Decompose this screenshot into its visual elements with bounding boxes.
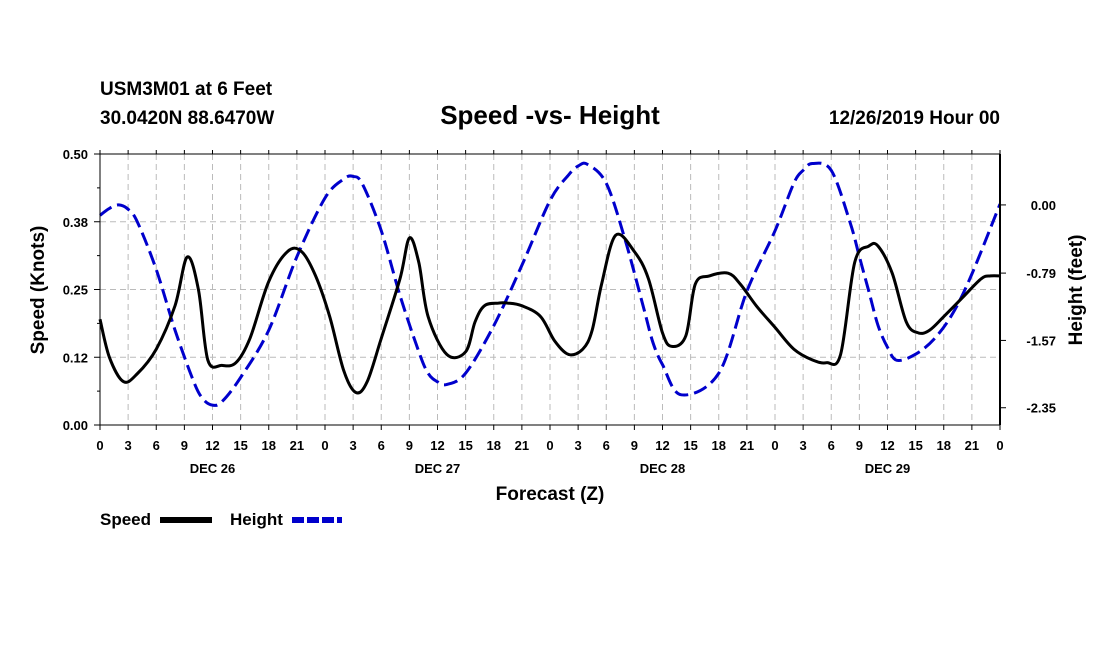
- y-axis-left: 0.00 0.12 0.25 0.38 0.50: [63, 147, 100, 433]
- y-tick-label: 0.00: [63, 418, 88, 433]
- x-tick-label: 18: [487, 438, 501, 453]
- legend-height-label: Height: [230, 510, 283, 529]
- x-tick-label: 0: [996, 438, 1003, 453]
- height-series-line: [99, 161, 1002, 407]
- x-tick-label: 21: [740, 438, 754, 453]
- y2-tick-label: 0.00: [1031, 198, 1056, 213]
- y2-axis-title: Height (feet): [1066, 235, 1087, 346]
- x-tick-label: 3: [350, 438, 357, 453]
- y2-tick-label: -0.79: [1026, 266, 1056, 281]
- x-tick-label: 3: [125, 438, 132, 453]
- x-tick-label: 15: [683, 438, 697, 453]
- x-tick-label: 18: [262, 438, 276, 453]
- x-tick-label: 15: [908, 438, 922, 453]
- x-tick-label: 15: [458, 438, 472, 453]
- x-tick-label: 0: [96, 438, 103, 453]
- x-tick-label: 9: [406, 438, 413, 453]
- x-tick-label: 18: [937, 438, 951, 453]
- x-axis: 0 3 6 9 12 15 18 21 0 3 6 9 12 15 18 21 0 3 6 9 12 15 18 21 0 3 6 9…: [96, 150, 1004, 476]
- x-tick-label: 21: [290, 438, 304, 453]
- coordinates-label: 30.0420N 88.6470W: [100, 108, 274, 129]
- legend-speed-label: Speed: [100, 510, 151, 529]
- day-label: DEC 29: [865, 461, 911, 476]
- x-tick-label: 6: [603, 438, 610, 453]
- x-tick-label: 0: [771, 438, 778, 453]
- x-tick-label: 12: [205, 438, 219, 453]
- x-tick-label: 12: [655, 438, 669, 453]
- x-tick-label: 6: [153, 438, 160, 453]
- y-tick-label: 0.12: [63, 350, 88, 365]
- y-tick-label: 0.50: [63, 147, 88, 162]
- x-axis-title: Forecast (Z): [496, 484, 605, 505]
- x-tick-label: 21: [965, 438, 979, 453]
- y-tick-label: 0.38: [63, 215, 88, 230]
- x-tick-label: 9: [181, 438, 188, 453]
- x-tick-label: 6: [378, 438, 385, 453]
- y-tick-label: 0.25: [63, 283, 88, 298]
- forecast-date-label: 12/26/2019 Hour 00: [829, 108, 1000, 129]
- series-lines: [98, 161, 1002, 407]
- x-tick-label: 21: [515, 438, 529, 453]
- y-axis-right: 0.00 -0.79 -1.57 -2.35: [1000, 198, 1056, 416]
- x-tick-label: 12: [880, 438, 894, 453]
- x-tick-label: 0: [546, 438, 553, 453]
- chart-title: Speed -vs- Height: [440, 100, 660, 130]
- x-tick-label: 0: [321, 438, 328, 453]
- x-tick-label: 9: [631, 438, 638, 453]
- x-tick-label: 3: [800, 438, 807, 453]
- x-tick-label: 18: [712, 438, 726, 453]
- x-tick-label: 3: [575, 438, 582, 453]
- y-axis-title: Speed (Knots): [28, 226, 49, 355]
- day-label: DEC 26: [190, 461, 236, 476]
- day-label: DEC 27: [415, 461, 461, 476]
- station-label: USM3M01 at 6 Feet: [100, 79, 273, 100]
- x-tick-label: 6: [828, 438, 835, 453]
- y2-tick-label: -2.35: [1026, 401, 1056, 416]
- speed-series-line: [98, 232, 1001, 395]
- day-label: DEC 28: [640, 461, 686, 476]
- x-tick-label: 15: [233, 438, 247, 453]
- y2-tick-label: -1.57: [1026, 333, 1056, 348]
- x-tick-label: 9: [856, 438, 863, 453]
- x-tick-label: 12: [430, 438, 444, 453]
- grid-lines: [100, 154, 1000, 425]
